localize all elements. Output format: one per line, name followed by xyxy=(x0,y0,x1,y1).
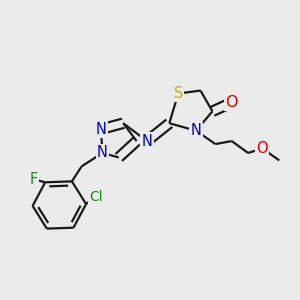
Text: Cl: Cl xyxy=(89,190,102,204)
Text: O: O xyxy=(226,95,238,110)
Text: N: N xyxy=(95,122,106,137)
Text: S: S xyxy=(173,86,183,101)
Text: O: O xyxy=(256,141,268,156)
Text: N: N xyxy=(142,134,152,148)
Text: N: N xyxy=(190,123,202,138)
Text: N: N xyxy=(97,146,108,160)
Text: F: F xyxy=(30,172,38,187)
